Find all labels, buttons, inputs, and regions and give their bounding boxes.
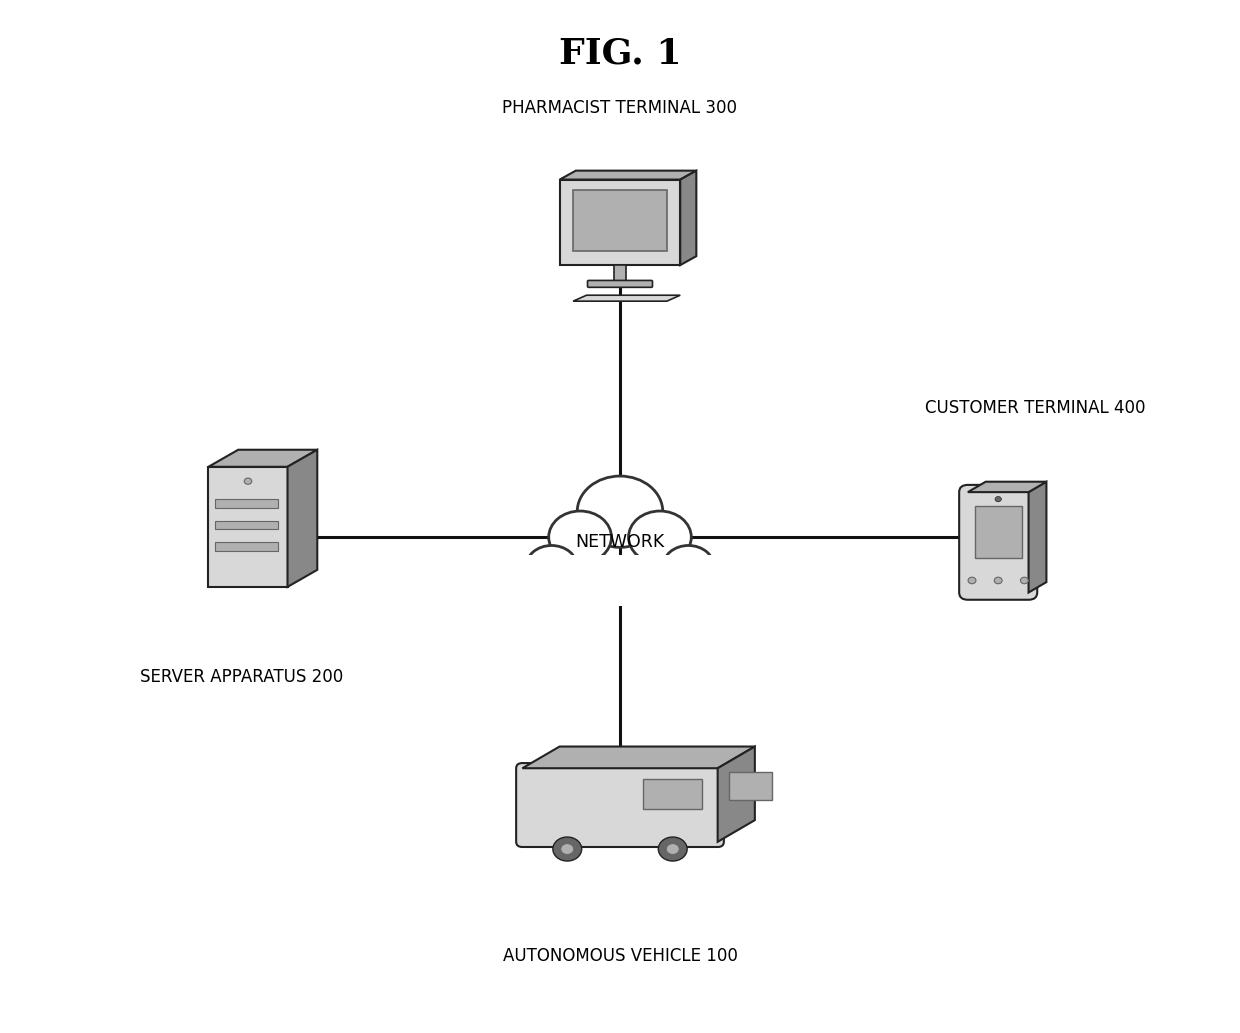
FancyBboxPatch shape xyxy=(573,190,667,251)
Circle shape xyxy=(600,570,640,603)
Circle shape xyxy=(662,545,714,588)
Text: CUSTOMER TERMINAL 400: CUSTOMER TERMINAL 400 xyxy=(925,399,1146,417)
Text: PHARMACIST TERMINAL 300: PHARMACIST TERMINAL 300 xyxy=(502,99,738,118)
Circle shape xyxy=(578,476,662,547)
Polygon shape xyxy=(559,170,697,180)
Text: FIG. 1: FIG. 1 xyxy=(559,36,681,70)
Polygon shape xyxy=(521,555,719,606)
Polygon shape xyxy=(522,747,755,769)
Circle shape xyxy=(968,577,976,584)
Circle shape xyxy=(526,545,578,588)
FancyBboxPatch shape xyxy=(614,265,626,281)
Polygon shape xyxy=(208,467,288,587)
Circle shape xyxy=(600,570,640,603)
FancyBboxPatch shape xyxy=(516,763,724,847)
FancyBboxPatch shape xyxy=(975,506,1022,559)
Circle shape xyxy=(565,560,611,598)
Circle shape xyxy=(629,511,692,563)
Polygon shape xyxy=(681,170,697,265)
Polygon shape xyxy=(718,747,755,842)
FancyBboxPatch shape xyxy=(960,484,1037,600)
Circle shape xyxy=(629,560,675,598)
FancyBboxPatch shape xyxy=(729,772,771,800)
Circle shape xyxy=(526,545,578,588)
Polygon shape xyxy=(559,180,681,265)
Circle shape xyxy=(658,837,687,862)
Circle shape xyxy=(629,560,675,598)
Circle shape xyxy=(560,844,574,854)
Polygon shape xyxy=(208,449,317,467)
Circle shape xyxy=(549,511,611,563)
Circle shape xyxy=(994,577,1002,584)
FancyBboxPatch shape xyxy=(215,499,278,507)
Text: NETWORK: NETWORK xyxy=(575,533,665,552)
Polygon shape xyxy=(1028,481,1047,593)
Polygon shape xyxy=(288,449,317,587)
Text: AUTONOMOUS VEHICLE 100: AUTONOMOUS VEHICLE 100 xyxy=(502,946,738,965)
Circle shape xyxy=(662,545,714,588)
Circle shape xyxy=(1021,577,1028,584)
Circle shape xyxy=(994,497,1002,502)
Text: SERVER APPARATUS 200: SERVER APPARATUS 200 xyxy=(140,667,343,686)
FancyBboxPatch shape xyxy=(644,779,702,810)
Circle shape xyxy=(553,837,582,862)
Polygon shape xyxy=(968,481,1047,492)
FancyBboxPatch shape xyxy=(588,280,652,287)
Circle shape xyxy=(565,560,611,598)
Circle shape xyxy=(629,511,692,563)
Circle shape xyxy=(578,476,662,547)
FancyBboxPatch shape xyxy=(215,521,278,529)
Circle shape xyxy=(244,478,252,484)
Circle shape xyxy=(549,511,611,563)
Circle shape xyxy=(666,844,680,854)
Polygon shape xyxy=(573,295,681,302)
FancyBboxPatch shape xyxy=(215,542,278,551)
